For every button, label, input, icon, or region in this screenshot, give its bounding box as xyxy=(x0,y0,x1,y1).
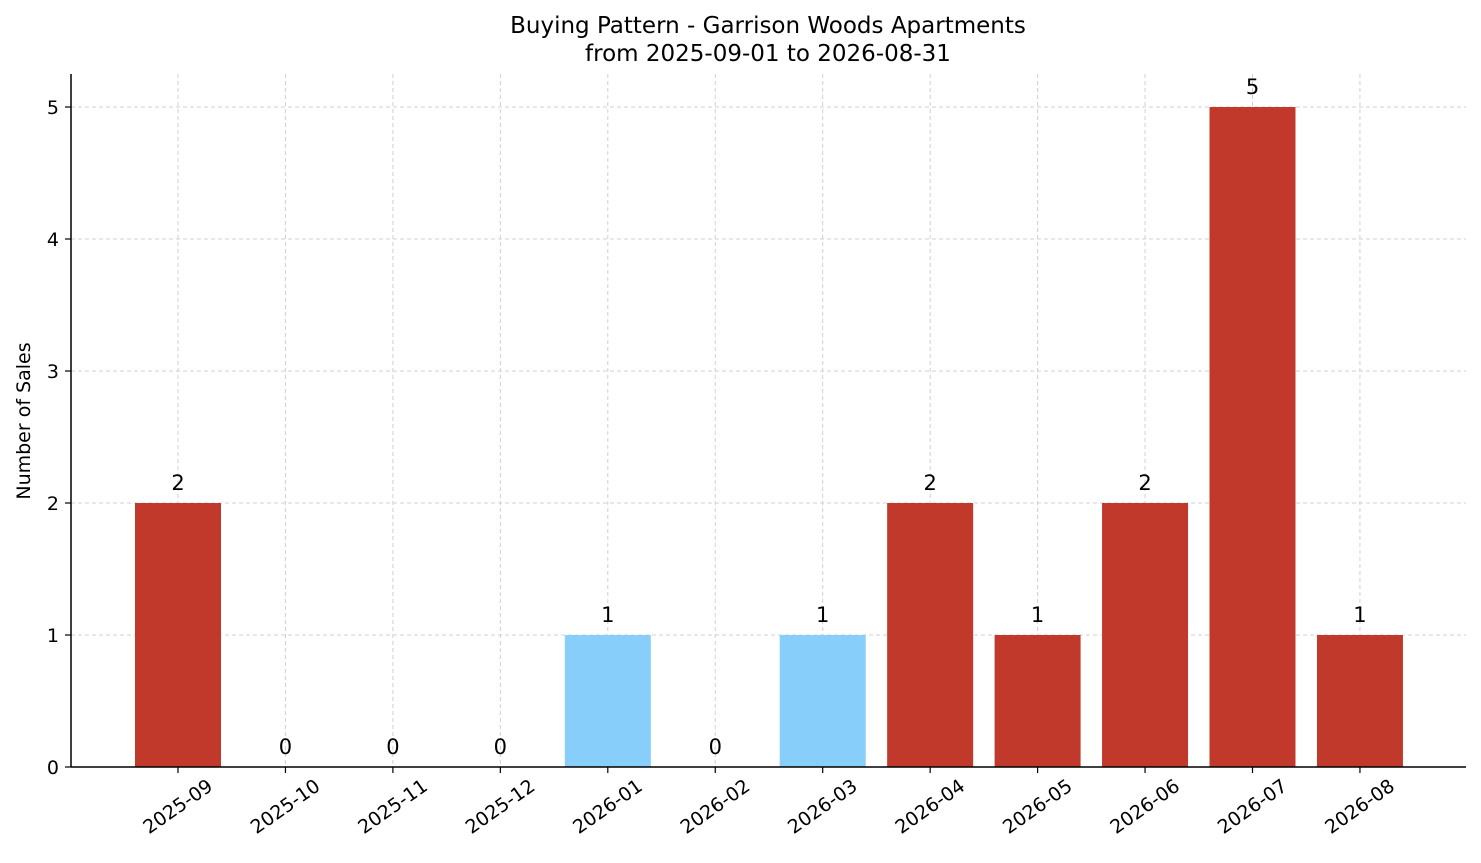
y-tick-label: 0 xyxy=(47,757,59,779)
axes xyxy=(70,74,1466,768)
x-tick-label: 2026-08 xyxy=(1321,775,1399,839)
x-tick-label: 2026-05 xyxy=(999,775,1077,839)
bar-labels: 2 0 0 0 1 0 1 2 1 2 5 1 xyxy=(171,75,1366,759)
bar-value-label: 2 xyxy=(1138,471,1151,495)
bar-value-label: 2 xyxy=(171,471,184,495)
bar xyxy=(135,503,221,767)
x-tick-label: 2026-07 xyxy=(1214,775,1292,839)
y-tick-label: 4 xyxy=(47,229,59,251)
bar xyxy=(887,503,974,767)
bar-value-label: 0 xyxy=(709,735,722,759)
y-tick-label: 5 xyxy=(47,97,59,119)
bar xyxy=(994,635,1081,767)
bars xyxy=(135,107,1403,767)
x-tick-label: 2026-06 xyxy=(1106,775,1184,839)
bar xyxy=(1209,107,1296,767)
y-tick-label: 2 xyxy=(47,493,59,515)
x-tick-label: 2026-04 xyxy=(891,775,969,839)
chart-title: Buying Pattern - Garrison Woods Apartmen… xyxy=(510,13,1026,39)
bar xyxy=(1316,635,1403,767)
x-ticks: 2025-09 2025-10 2025-11 2025-12 2026-01 2026-… xyxy=(139,767,1399,839)
bar-value-label: 0 xyxy=(279,735,292,759)
bar-value-label: 0 xyxy=(494,735,507,759)
bar-value-label: 1 xyxy=(816,603,829,627)
x-tick-label: 2026-01 xyxy=(569,775,647,839)
y-ticks: 0 1 2 3 4 5 xyxy=(47,97,71,779)
bar-value-label: 1 xyxy=(1031,603,1044,627)
bar-value-label: 5 xyxy=(1246,75,1259,99)
x-tick-label: 2025-09 xyxy=(139,775,217,839)
bar-value-label: 1 xyxy=(601,603,614,627)
x-tick-label: 2026-03 xyxy=(784,775,862,839)
bar xyxy=(1102,503,1189,767)
chart-subtitle: from 2025-09-01 to 2026-08-31 xyxy=(585,41,951,67)
x-tick-label: 2025-12 xyxy=(462,775,540,839)
bar-value-label: 1 xyxy=(1353,603,1366,627)
y-axis-label: Number of Sales xyxy=(13,342,35,499)
y-tick-label: 1 xyxy=(47,625,59,647)
bar xyxy=(564,635,651,767)
bar-value-label: 0 xyxy=(386,735,399,759)
x-tick-label: 2025-10 xyxy=(247,775,325,839)
x-tick-label: 2026-02 xyxy=(676,775,754,839)
x-tick-label: 2025-11 xyxy=(354,775,432,839)
bar xyxy=(779,635,866,767)
y-tick-label: 3 xyxy=(47,361,59,383)
bar-value-label: 2 xyxy=(923,471,936,495)
